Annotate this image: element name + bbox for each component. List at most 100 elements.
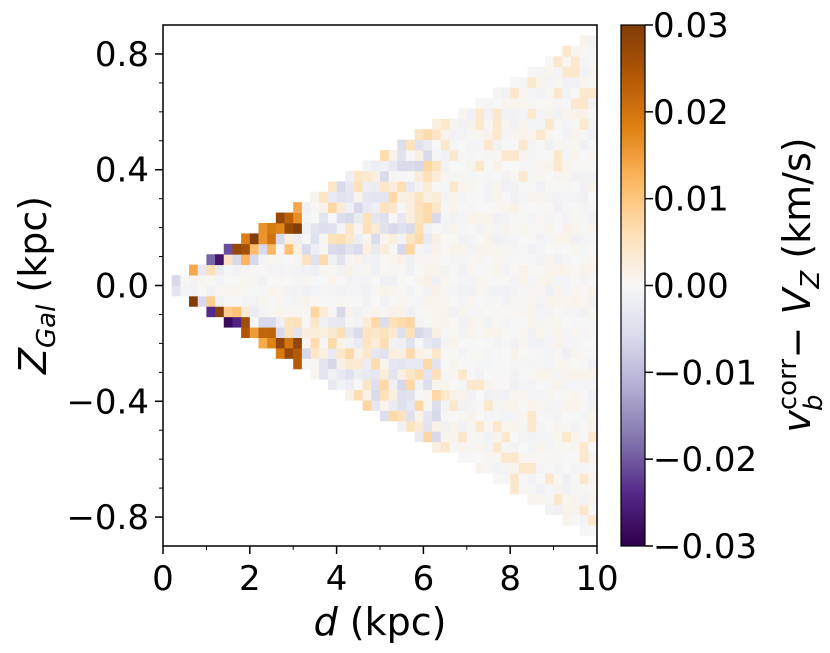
heatmap-cell [440,222,450,234]
heatmap-cell [588,35,597,47]
heatmap-cell [536,129,546,141]
heatmap-cell [579,431,589,443]
heatmap-cell [423,295,433,307]
heatmap-cell [423,254,433,266]
heatmap-cell [475,379,485,391]
heatmap-cell [388,222,398,234]
heatmap-cell [475,327,485,338]
heatmap-cell [327,233,337,245]
heatmap-cell [223,316,233,328]
heatmap-cell [536,337,546,349]
heatmap-cell [319,275,329,286]
heatmap-cell [336,379,346,391]
heatmap-cell [388,285,398,297]
heatmap-cell [449,202,459,213]
heatmap-cell [327,243,337,255]
heatmap-cell [536,191,546,203]
heatmap-cell [380,212,390,224]
heatmap-cell [492,441,502,453]
heatmap-cell [301,327,311,338]
heatmap-cell [536,275,546,286]
heatmap-cell [588,514,597,526]
heatmap-cell [284,222,294,234]
heatmap-cell [258,254,268,266]
heatmap-cell [579,514,589,526]
heatmap-cell [458,202,468,213]
heatmap-cell [380,254,390,266]
heatmap-cell [432,316,442,328]
heatmap-cell [406,337,416,349]
heatmap-cell [249,254,259,266]
heatmap-cell [536,212,546,224]
heatmap-cell [562,316,572,328]
heatmap-cell [319,337,329,349]
heatmap-cell [527,181,537,193]
heatmap-cell [492,275,502,286]
heatmap-cell [249,316,259,328]
heatmap-cell [267,306,277,318]
heatmap-cell [449,295,459,307]
heatmap-cell [588,170,597,182]
heatmap-cell [258,306,268,318]
heatmap-cell [301,275,311,286]
heatmap-cell [588,97,597,109]
heatmap-cell [388,295,398,307]
heatmap-cell [440,212,450,224]
heatmap-cell [570,254,581,266]
heatmap-cell [570,285,581,297]
heatmap-cell [380,358,390,370]
heatmap-cell [518,358,528,370]
heatmap-cell [518,254,528,266]
heatmap-cell [249,243,259,255]
heatmap-cell [406,400,416,411]
heatmap-cell [327,306,337,318]
heatmap-cell [536,327,546,338]
heatmap-cell [588,275,597,286]
heatmap-cell [588,222,597,234]
heatmap-cell [492,420,502,432]
heatmap-cell [588,77,597,88]
heatmap-cell [510,368,520,380]
heatmap-cell [579,191,589,203]
heatmap-cell [301,233,311,245]
heatmap-cell [423,400,433,411]
heatmap-cell [388,306,398,318]
heatmap-cell [553,504,563,516]
heatmap-cell [475,108,485,120]
heatmap-cell [475,254,485,266]
heatmap-cell [388,410,398,422]
heatmap-cell [353,348,364,359]
heatmap-cell [492,379,502,391]
heatmap-cell [579,212,589,224]
heatmap-cell [527,254,537,266]
heatmap-cell [345,306,355,318]
heatmap-cell [310,358,320,370]
heatmap-cell [484,243,494,255]
heatmap-cell [449,118,459,130]
heatmap-cell [518,462,528,474]
heatmap-cell [475,306,485,318]
heatmap-cell [562,285,572,297]
heatmap-cell [388,150,398,161]
heatmap-cell [536,462,546,474]
heatmap-cell [553,77,563,88]
heatmap-cell [345,295,355,307]
heatmap-cell [284,337,294,349]
heatmap-cell [336,264,346,276]
heatmap-cell [510,400,520,411]
heatmap-cell [510,77,520,88]
heatmap-cell [327,379,337,391]
heatmap-cell [267,222,277,234]
heatmap-cell [397,181,407,193]
heatmap-cell [501,87,511,99]
heatmap-cell [579,202,589,213]
heatmap-cell [527,410,537,422]
heatmap-cell [501,327,511,338]
heatmap-cell [501,222,511,234]
heatmap-cell [345,379,355,391]
heatmap-cell [553,56,563,68]
heatmap-cell [241,243,251,255]
heatmap-cell [362,316,372,328]
heatmap-cell [570,202,581,213]
